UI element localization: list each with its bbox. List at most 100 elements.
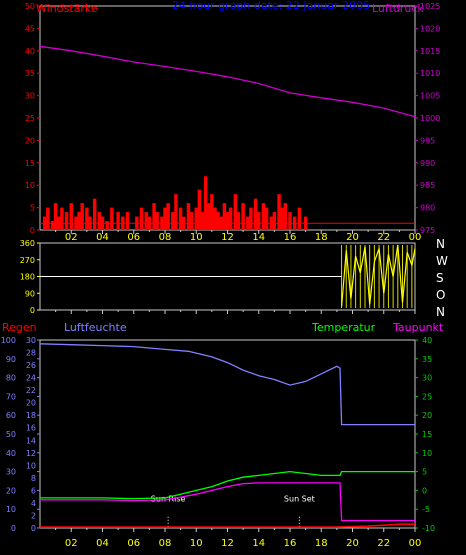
- x-tick-label: 10: [190, 232, 203, 243]
- wind-bar: [288, 212, 292, 230]
- y-tick-right-label: 985: [420, 181, 435, 190]
- humidity-tick-label: 26: [26, 361, 36, 370]
- x-tick-label: 22: [377, 538, 390, 549]
- y-tick-label: 10: [25, 181, 35, 190]
- wind-title: Windstärke: [36, 2, 98, 15]
- wind-bar: [77, 212, 81, 230]
- wind-bar: [92, 198, 97, 230]
- compass-label: W: [436, 254, 448, 268]
- y-tick-label: 360: [20, 239, 35, 248]
- y-tick-label: 20: [6, 486, 16, 495]
- y-tick-label: 0: [30, 306, 35, 315]
- wind-bar: [277, 194, 281, 230]
- y-tick-right-label: 35: [422, 355, 432, 364]
- y-tick-right-label: 30: [422, 374, 432, 383]
- graph-title: 24 hour graph date: 22 Januar 2005: [172, 0, 370, 12]
- x-tick-label: 20: [346, 538, 359, 549]
- y-tick-right-label: 995: [420, 136, 435, 145]
- x-tick-label: 18: [315, 538, 328, 549]
- humidity-tick-label: 6: [31, 486, 36, 495]
- wind-bar: [200, 212, 205, 230]
- wind-bar: [178, 207, 183, 230]
- y-tick-label: 45: [25, 24, 35, 33]
- wind-bar: [116, 212, 120, 230]
- y-tick-label: 180: [20, 273, 35, 282]
- wind-bar: [155, 212, 159, 230]
- wind-bar: [272, 212, 277, 230]
- humidity-tick-label: 22: [26, 386, 36, 395]
- y-tick-label: 60: [6, 411, 16, 420]
- x-tick-label: 16: [284, 538, 297, 549]
- humidity-tick-label: 20: [26, 399, 36, 408]
- rain-title: Regen: [2, 321, 37, 334]
- y-tick-right-label: 1020: [420, 24, 440, 33]
- wind-bar: [186, 203, 191, 230]
- y-tick-label: 40: [25, 47, 35, 56]
- y-tick-label: 0: [11, 524, 16, 533]
- compass-label: S: [436, 271, 444, 285]
- pressure-title: Luftdruck: [372, 2, 424, 15]
- direction-noise-line: [341, 244, 416, 307]
- wind-bar: [60, 207, 64, 230]
- humidity-tick-label: 14: [26, 436, 36, 445]
- wind-bar: [97, 212, 102, 230]
- y-tick-label: 100: [1, 336, 16, 345]
- wind-bar: [166, 203, 170, 230]
- wind-bar: [261, 203, 266, 230]
- wind-bar: [253, 198, 258, 230]
- y-tick-label: 10: [6, 505, 16, 514]
- wind-bar: [222, 203, 227, 230]
- y-tick-right-label: 980: [420, 204, 435, 213]
- wind-bar: [69, 203, 73, 230]
- humidity-tick-label: 10: [26, 461, 36, 470]
- temperature-line: [40, 470, 415, 500]
- wind-bar: [233, 194, 238, 230]
- wind-bar: [139, 207, 144, 230]
- y-tick-right-label: -10: [422, 524, 435, 533]
- wind-bar: [105, 221, 109, 230]
- wind-bar: [280, 207, 284, 230]
- y-tick-right-label: 10: [422, 449, 432, 458]
- humidity-tick-label: 8: [31, 474, 36, 483]
- wind-bar: [249, 207, 253, 230]
- y-tick-label: 0: [30, 226, 35, 235]
- y-tick-label: 5: [30, 204, 35, 213]
- wind-pressure-frame: [39, 5, 416, 231]
- compass-label: O: [436, 288, 445, 302]
- y-tick-right-label: 1010: [420, 69, 440, 78]
- compass-label: N: [436, 237, 445, 251]
- humidity-tick-label: 0: [31, 524, 36, 533]
- dewpoint-title: Taupunkt: [392, 321, 444, 334]
- wind-bar: [152, 203, 156, 230]
- rain-line: [40, 523, 415, 528]
- wind-bar: [210, 194, 214, 230]
- wind-bar: [189, 212, 194, 230]
- x-tick-label: 14: [252, 232, 265, 243]
- y-tick-right-label: -5: [422, 505, 430, 514]
- y-tick-label: 15: [25, 159, 35, 168]
- wind-bar: [64, 212, 69, 230]
- y-tick-label: 90: [6, 355, 16, 364]
- humidity-tick-label: 24: [26, 374, 36, 383]
- humidity-tick-label: 2: [31, 511, 36, 520]
- wind-bar: [171, 212, 175, 230]
- temperature-title: Temperatur: [311, 321, 376, 334]
- y-tick-label: 270: [20, 256, 35, 265]
- wind-bar: [203, 176, 208, 230]
- y-tick-label: 50: [6, 430, 16, 439]
- x-tick-label: 00: [409, 538, 422, 549]
- humidity-tick-label: 16: [26, 424, 36, 433]
- y-tick-right-label: 40: [422, 336, 432, 345]
- x-tick-label: 20: [346, 232, 359, 243]
- wind-bar: [50, 221, 55, 230]
- humidity-tick-label: 30: [26, 336, 36, 345]
- wind-bar: [228, 207, 233, 230]
- x-tick-label: 12: [221, 232, 234, 243]
- wind-bar: [174, 194, 178, 230]
- plot-frame: [39, 5, 416, 231]
- y-tick-label: 35: [25, 69, 35, 78]
- wind-bar: [207, 203, 211, 230]
- wind-bar: [46, 207, 50, 230]
- x-tick-label: 08: [159, 538, 172, 549]
